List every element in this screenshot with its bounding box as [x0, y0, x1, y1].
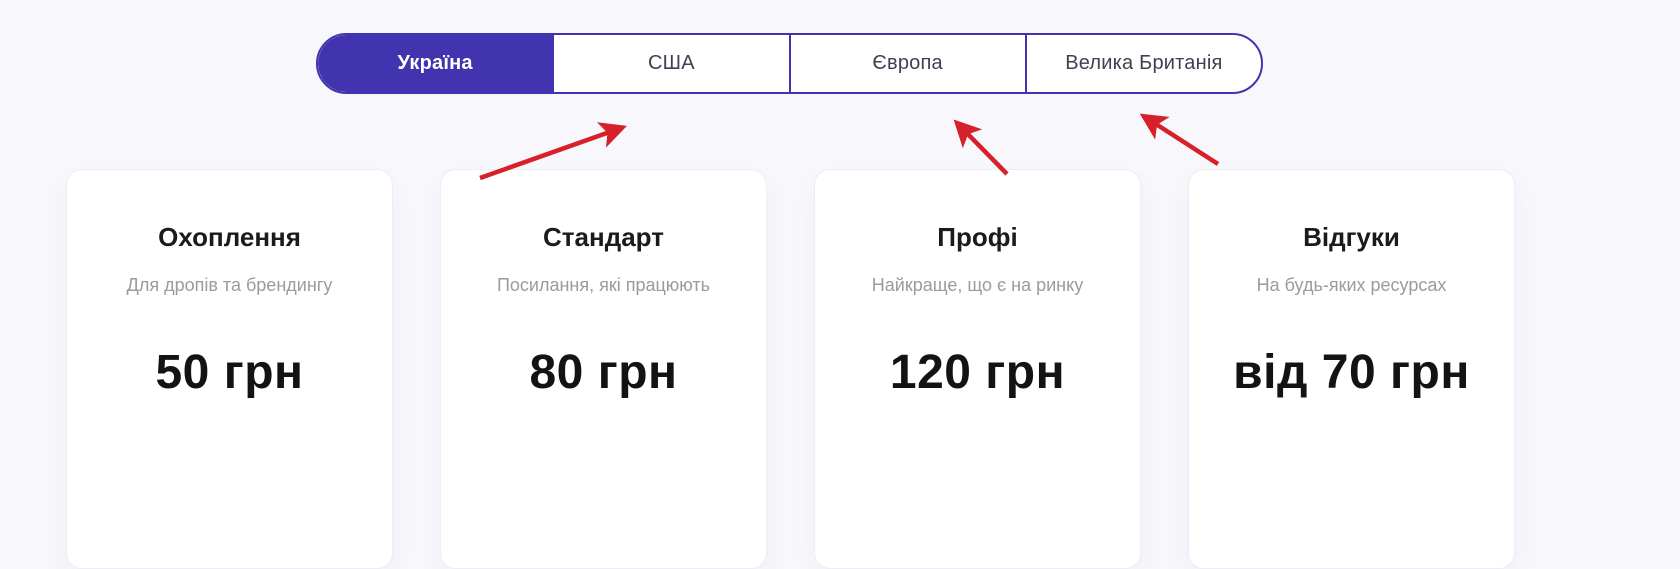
- card-price: 80 грн: [529, 346, 678, 399]
- region-tab-bar: Україна США Європа Велика Британія: [316, 33, 1263, 94]
- pricing-cards-row: Охоплення Для дропів та брендингу 50 грн…: [66, 169, 1515, 569]
- card-title: Профі: [937, 222, 1018, 252]
- card-subtitle: Найкраще, що є на ринку: [871, 275, 1084, 295]
- card-title: Стандарт: [543, 222, 664, 252]
- card-price: 120 грн: [889, 346, 1066, 399]
- card-subtitle: Для дропів та брендингу: [126, 275, 333, 295]
- card-subtitle: Посилання, які працюють: [496, 275, 711, 295]
- tab-europe-label: Європа: [872, 52, 943, 74]
- arrow-to-europe-tab-icon: [953, 119, 1009, 176]
- tab-europe[interactable]: Європа: [788, 35, 1025, 92]
- pricing-card-standard: Стандарт Посилання, які працюють 80 грн: [440, 169, 767, 569]
- pricing-card-reviews: Відгуки На будь-яких ресурсах від 70 грн: [1188, 169, 1515, 569]
- tab-ukraine[interactable]: Україна: [318, 35, 553, 92]
- card-price: 50 грн: [155, 346, 304, 399]
- tab-usa-label: США: [648, 52, 695, 74]
- card-subtitle: На будь-яких ресурсах: [1256, 275, 1447, 295]
- pricing-card-reach: Охоплення Для дропів та брендингу 50 грн: [66, 169, 393, 569]
- tab-great-britain[interactable]: Велика Британія: [1024, 35, 1261, 92]
- arrow-to-uk-tab-icon: [1139, 113, 1220, 166]
- card-title: Охоплення: [158, 222, 301, 252]
- card-price: від 70 грн: [1233, 346, 1470, 399]
- tab-great-britain-label: Велика Британія: [1065, 52, 1223, 74]
- tab-ukraine-label: Україна: [397, 52, 473, 74]
- pricing-card-pro: Профі Найкраще, що є на ринку 120 грн: [814, 169, 1141, 569]
- tab-usa[interactable]: США: [552, 35, 788, 92]
- card-title: Відгуки: [1303, 222, 1400, 252]
